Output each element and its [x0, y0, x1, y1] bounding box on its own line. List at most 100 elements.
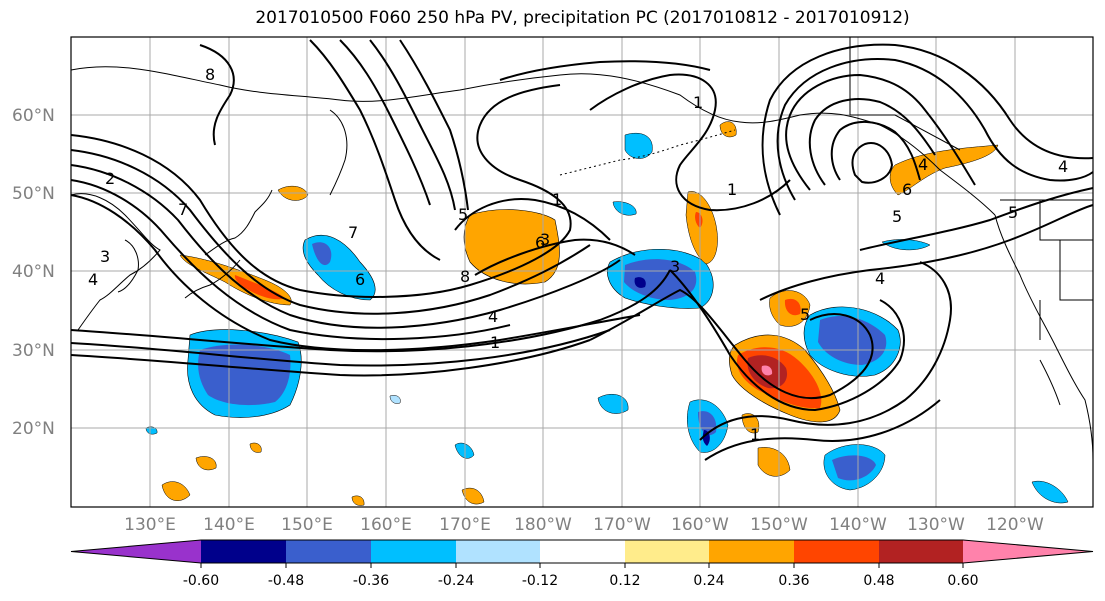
colorbar-segment: [201, 540, 286, 563]
pv-contour: [759, 204, 1094, 301]
pv-contour: [70, 194, 641, 352]
lon-label: 140°E: [203, 515, 255, 535]
colorbar-tick-label: -0.60: [183, 573, 219, 589]
contour-label: 3: [100, 247, 110, 266]
contour-labels: 8 2 3 4 7 1 6 5 4 1 1 8 7 6 3 1 4 5 4 6 …: [88, 65, 1068, 444]
alaska-coast: [559, 73, 996, 216]
lon-label: 180°W: [514, 515, 572, 535]
pv-contour: [589, 288, 874, 400]
pv-contour: [808, 98, 936, 186]
precip-negative-patch: [389, 395, 401, 404]
pv-contour: [859, 187, 1094, 251]
contour-label: 8: [460, 267, 470, 286]
colorbar-tick-label: -0.36: [353, 573, 389, 589]
pv-contour: [70, 269, 671, 353]
lon-label: 130°W: [907, 515, 965, 535]
pv-contour: [70, 84, 572, 298]
contour-label: 7: [178, 200, 188, 219]
colorbar-segment: [371, 540, 456, 563]
precip-positive-patch: [757, 447, 791, 477]
pv-contour: [70, 149, 591, 315]
colorbar-segment: [794, 540, 879, 563]
pv-contour: [785, 73, 976, 191]
precip-positive-patch: [249, 442, 262, 453]
pv-contour: [70, 179, 511, 341]
colorbar-segment: [625, 540, 709, 563]
precip-negative-core: [312, 242, 332, 266]
pv-contour: [70, 164, 621, 329]
colorbar-extension-high: [963, 540, 1093, 563]
pv-contour: [589, 73, 791, 212]
precip-positive-patch: [463, 209, 560, 285]
baja-coast: [1039, 359, 1061, 406]
contour-label: 5: [892, 207, 902, 226]
contour-label: 4: [918, 155, 928, 174]
precip-negative-patch: [1031, 480, 1069, 504]
precip-negative-patch: [624, 132, 653, 159]
aleutian-chain: [559, 129, 736, 176]
lat-label: 50°N: [12, 184, 55, 204]
contour-label: 6: [355, 270, 365, 289]
lon-label: 150°E: [281, 515, 333, 535]
precip-negative-patch: [597, 394, 629, 414]
pv-contour: [776, 58, 1094, 201]
asia-coast: [70, 193, 161, 331]
precip-positive-peak: [761, 365, 773, 376]
colorbar-segment: [540, 540, 625, 563]
lat-label: 60°N: [12, 106, 55, 126]
precip-positive-core: [784, 298, 801, 316]
colorbar-tick-label: -0.12: [522, 573, 558, 589]
pv-contour: [704, 399, 941, 461]
pv-contour: [199, 44, 235, 146]
pv-contour: [851, 142, 894, 184]
precip-negative-core: [818, 315, 887, 365]
pv-contour: [70, 339, 591, 377]
lon-label: 170°W: [593, 515, 651, 535]
pv-contour: [669, 269, 905, 412]
latitude-labels: 60°N 50°N 40°N 30°N 20°N: [12, 106, 55, 439]
contour-label: 7: [348, 223, 358, 242]
contour-label: 3: [670, 257, 680, 276]
precip-negative-dark: [634, 277, 646, 288]
siberia-coast: [70, 66, 561, 102]
precip-positive-patch: [889, 144, 999, 196]
colorbar-ticks: -0.60 -0.48 -0.36 -0.24 -0.12 0.12 0.24 …: [183, 573, 979, 589]
contour-label: 6: [902, 180, 912, 199]
japan-coast: [184, 189, 273, 299]
pv-contour: [830, 121, 921, 181]
pv-contour: [369, 39, 456, 211]
pv-contour: [761, 43, 1094, 216]
colorbar-tick-label: 0.24: [693, 573, 724, 589]
lat-label: 30°N: [12, 341, 55, 361]
colorbar-segment: [456, 540, 540, 563]
colorbar-extension-low: [71, 540, 201, 563]
pv-contour: [70, 329, 611, 367]
contour-label: 4: [88, 270, 98, 289]
precip-negative-patch: [145, 426, 158, 435]
colorbar-tick-label: 0.12: [609, 573, 640, 589]
precip-positive-patch: [719, 121, 737, 138]
coastlines: [70, 66, 1094, 461]
precip-positive-core: [695, 212, 703, 228]
pv-contour: [399, 39, 469, 211]
pv-contour: [454, 198, 611, 241]
lat-label: 40°N: [12, 262, 55, 282]
precip-negative-patch: [612, 201, 637, 216]
lon-label: 160°W: [671, 515, 729, 535]
contour-label: 5: [1008, 203, 1018, 222]
precip-positive-patch: [195, 456, 217, 471]
colorbar-tick-label: 0.48: [863, 573, 894, 589]
lon-label: 170°E: [439, 515, 491, 535]
contour-label: 8: [205, 65, 215, 84]
colorbar-tick-label: -0.24: [438, 573, 474, 589]
contour-label: 1: [750, 425, 760, 444]
lon-label: 160°E: [360, 515, 412, 535]
contour-label: 6: [535, 233, 545, 252]
na-west-coast: [994, 214, 1094, 461]
lat-label: 20°N: [12, 419, 55, 439]
colorbar-tick-label: 0.36: [778, 573, 809, 589]
colorbar-segment: [879, 540, 963, 563]
graticule: [71, 37, 1093, 507]
contour-label: 1: [727, 180, 737, 199]
